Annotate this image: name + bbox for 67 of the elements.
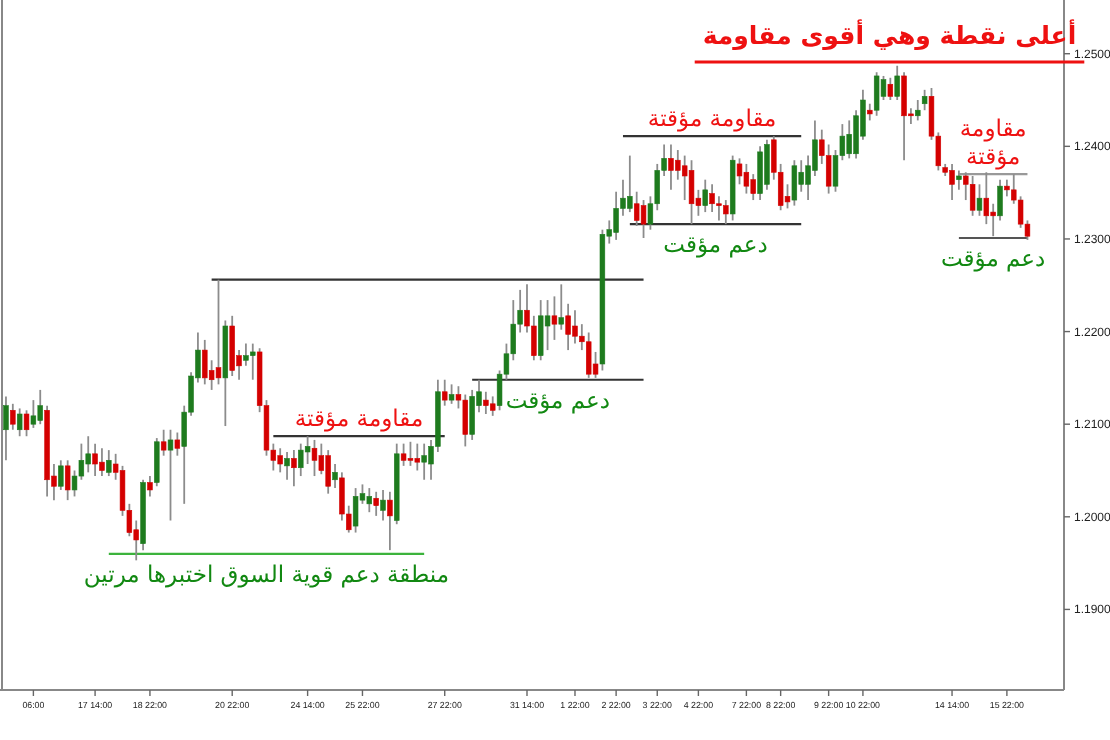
candlestick	[640, 199, 647, 239]
candlestick	[215, 278, 222, 386]
candlestick	[538, 299, 544, 362]
candlestick	[483, 390, 489, 415]
candlestick	[668, 143, 674, 191]
candlestick	[373, 490, 379, 517]
candlestick	[284, 451, 290, 481]
candlestick	[442, 378, 448, 407]
candlestick	[387, 490, 393, 552]
candlestick	[462, 393, 468, 448]
candlestick	[915, 99, 921, 122]
candlestick	[99, 447, 105, 477]
candlestick	[702, 178, 708, 213]
candlestick	[586, 331, 592, 379]
candlestick	[956, 169, 962, 191]
candlestick	[887, 76, 894, 101]
candlestick	[154, 437, 160, 488]
candlestick	[736, 157, 743, 186]
candlestick	[414, 442, 420, 472]
candlestick	[10, 402, 16, 431]
candlestick	[757, 145, 763, 201]
candlestick	[366, 487, 373, 514]
series-label: دعم مؤقت	[940, 244, 1046, 273]
candlestick	[250, 342, 256, 381]
candlestick	[85, 435, 91, 474]
candlestick	[311, 439, 318, 477]
candlestick	[921, 88, 928, 112]
candlestick	[791, 159, 798, 207]
candlestick	[92, 442, 98, 477]
candlestick	[873, 71, 880, 117]
candlestick	[990, 202, 996, 238]
candlestick	[229, 314, 235, 377]
candlestick	[846, 119, 852, 160]
candlestick	[160, 428, 167, 457]
candlestick	[894, 64, 900, 101]
candlestick	[167, 428, 174, 522]
candlestick	[64, 459, 71, 502]
candlestick	[421, 442, 427, 481]
candlestick	[380, 489, 386, 522]
candlestick	[106, 449, 112, 477]
candlestick	[325, 449, 331, 495]
candlestick	[688, 159, 695, 226]
series-label: دعم مؤقت	[663, 230, 768, 259]
candlestick	[16, 407, 23, 438]
candlestick	[352, 487, 359, 534]
candlestick	[558, 283, 564, 331]
candlestick	[723, 199, 729, 226]
candlestick	[291, 449, 297, 488]
candlestick	[202, 339, 208, 386]
candlestick	[798, 159, 804, 193]
candlestick	[407, 440, 414, 467]
series-label: دعم مؤقت	[505, 385, 611, 414]
series-label: منطقة دعم قوية السوق اختبرها مرتين	[83, 559, 450, 588]
candlestick	[544, 299, 551, 351]
candlestick	[949, 163, 955, 201]
candlestick	[277, 447, 283, 474]
candlestick	[572, 309, 578, 345]
candlestick	[709, 183, 715, 213]
candlestick	[400, 442, 407, 467]
series-label: مقاومة مؤقتة	[647, 104, 777, 133]
series-label: مقاومة مؤقتة	[294, 404, 424, 433]
candlestick	[901, 71, 907, 162]
candlestick	[976, 183, 983, 217]
candlestick	[969, 175, 976, 217]
candlestick	[743, 163, 750, 195]
candlestick	[448, 383, 455, 405]
series-label: مقاومة مؤقتة	[959, 114, 1027, 171]
